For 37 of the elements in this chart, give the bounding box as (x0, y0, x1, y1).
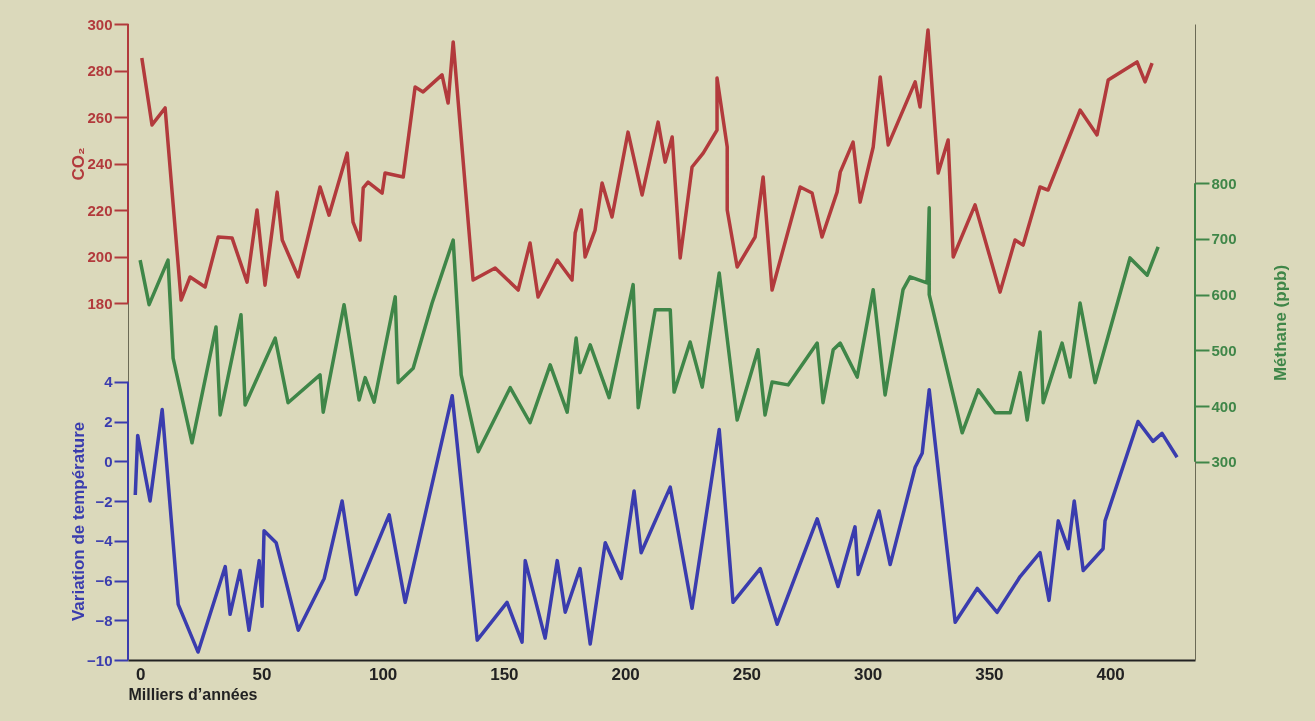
y-tick-label: −8 (95, 611, 113, 629)
y2-tick-label: 800 (1211, 174, 1237, 192)
y3-axis-title: CO₂ (69, 147, 89, 181)
y2-tick-label: 700 (1211, 230, 1237, 248)
line-series (140, 28, 1154, 302)
y3-tick-label: 240 (87, 155, 113, 173)
x-tick-label: 100 (368, 664, 398, 684)
x-tick-label: 200 (611, 664, 640, 684)
y-tick-label: −6 (95, 572, 113, 589)
x-tick-label: 50 (252, 664, 272, 684)
y2-tick-label: 400 (1211, 397, 1237, 415)
y3-tick-label: 200 (87, 248, 113, 266)
line-series (138, 206, 1160, 454)
x-tick-label: 0 (135, 664, 146, 684)
y-tick-label: 0 (104, 452, 113, 470)
y-tick-label: −2 (95, 492, 113, 510)
y-axis-title: Variation de température (69, 421, 89, 622)
y3-tick-label: 260 (87, 108, 113, 126)
y-tick-label: 2 (104, 413, 113, 430)
x-tick-label: 250 (732, 664, 762, 684)
y2-tick-label: 300 (1211, 453, 1237, 471)
x-tick-label: 300 (853, 664, 883, 684)
y-tick-label: −4 (95, 532, 114, 550)
x-axis-title: Milliers d’années (128, 685, 258, 703)
x-tick-label: 150 (490, 664, 519, 684)
y3-tick-label: 220 (87, 201, 113, 219)
y2-axis-title: Méthane (ppb) (1270, 264, 1290, 382)
y-tick-label: 4 (104, 373, 114, 391)
y3-tick-label: 180 (87, 294, 113, 312)
y2-tick-label: 600 (1211, 286, 1237, 304)
x-tick-label: 400 (1096, 664, 1125, 684)
x-tick-label: 350 (975, 664, 1004, 684)
line-series (133, 387, 1179, 654)
y-tick-label: −10 (87, 651, 113, 669)
y3-tick-label: 300 (87, 15, 113, 33)
y2-tick-label: 500 (1211, 341, 1237, 359)
y3-tick-label: 280 (87, 62, 113, 80)
